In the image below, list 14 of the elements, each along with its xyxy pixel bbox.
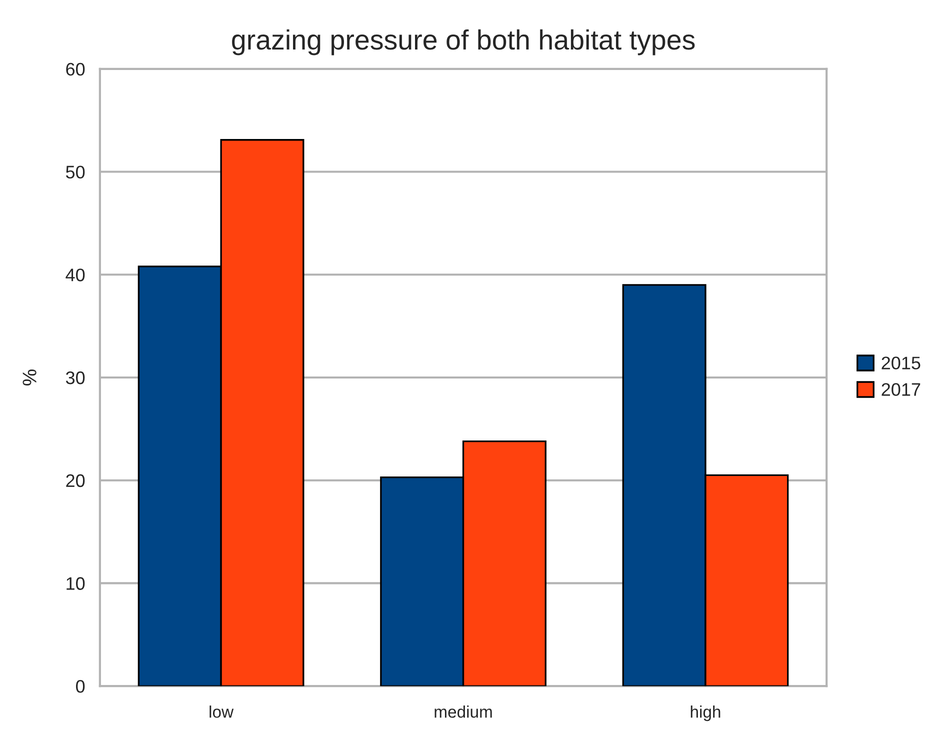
y-tick-label: 40 [66, 268, 85, 282]
chart-title: grazing pressure of both habitat types [232, 29, 695, 56]
x-tick-label: high [690, 706, 720, 722]
y-tick-label: 20 [66, 474, 85, 488]
y-axis-title: % [22, 370, 36, 386]
y-tick-label: 50 [66, 166, 85, 178]
y-tick-label: 60 [66, 62, 85, 76]
x-tick-label: medium [434, 706, 492, 718]
y-tick-label: 0 [76, 680, 85, 693]
legend-label: 2017 [882, 383, 920, 396]
y-tick-label: 10 [66, 577, 85, 590]
x-tick-label: low [210, 706, 234, 718]
y-tick-label: 30 [66, 371, 85, 384]
legend-label: 2015 [882, 356, 920, 370]
